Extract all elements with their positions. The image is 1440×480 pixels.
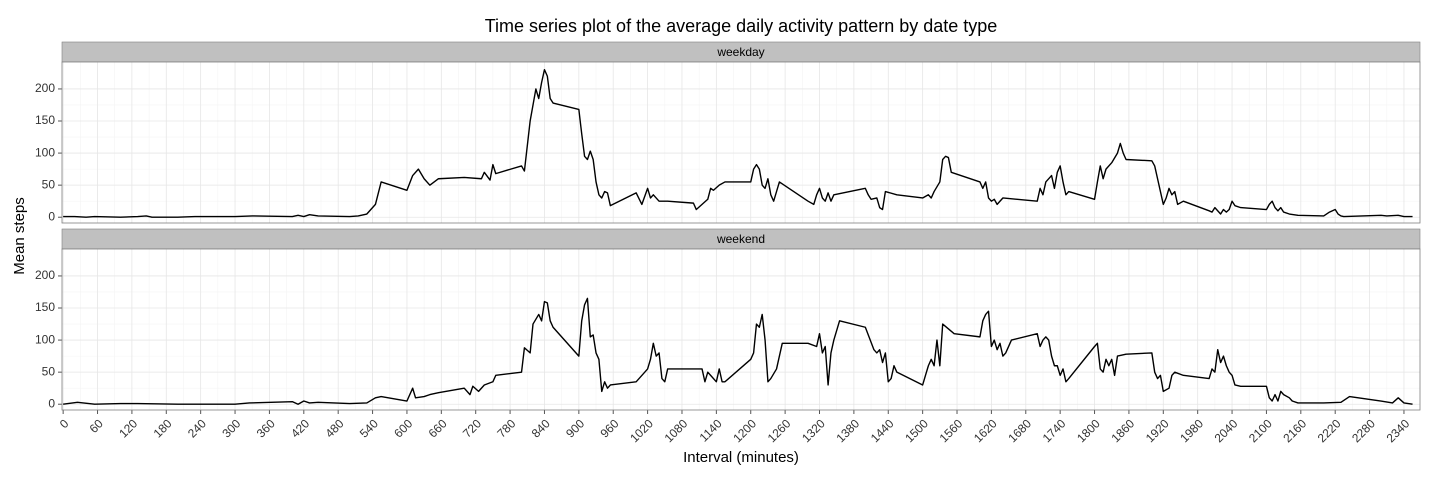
strip-label: weekday (716, 45, 764, 59)
y-tick-label: 0 (48, 209, 55, 223)
x-tick-label: 1320 (799, 416, 828, 445)
y-tick-label: 200 (35, 268, 55, 282)
x-tick-label: 300 (219, 416, 243, 440)
x-tick-label: 1740 (1040, 416, 1069, 445)
x-tick-label: 660 (426, 416, 450, 440)
x-tick-label: 1140 (697, 416, 725, 444)
x-tick-label: 720 (460, 416, 484, 440)
x-tick-label: 600 (391, 416, 415, 440)
x-tick-label: 1560 (937, 416, 966, 445)
y-tick-label: 50 (42, 364, 56, 378)
x-tick-label: 2040 (1212, 416, 1241, 445)
x-tick-label: 900 (563, 416, 587, 440)
x-tick-label: 2280 (1349, 416, 1378, 445)
strip-label: weekend (716, 232, 765, 246)
x-tick-label: 0 (57, 416, 72, 431)
x-tick-label: 2160 (1280, 416, 1309, 445)
x-tick-label: 1860 (1109, 416, 1138, 445)
x-tick-label: 1980 (1177, 416, 1206, 445)
x-tick-label: 1020 (627, 416, 656, 445)
panel-border (61, 248, 1421, 411)
x-tick-label: 1920 (1143, 416, 1172, 445)
x-tick-label: 1680 (1005, 416, 1034, 445)
data-line (63, 297, 1413, 405)
x-tick-label: 60 (87, 416, 107, 436)
y-tick-label: 100 (35, 332, 55, 346)
data-line (63, 69, 1413, 218)
x-tick-label: 1800 (1074, 416, 1103, 445)
x-tick-label: 1440 (868, 416, 897, 445)
x-tick-label: 420 (288, 416, 312, 440)
x-tick-label: 2220 (1315, 416, 1344, 445)
x-tick-label: 180 (151, 416, 175, 440)
x-tick-label: 1200 (730, 416, 759, 445)
x-tick-label: 480 (322, 416, 346, 440)
y-tick-label: 200 (35, 81, 55, 95)
panel-background (62, 62, 1420, 223)
x-tick-label: 780 (494, 416, 518, 440)
panel-border (61, 61, 1421, 224)
x-tick-label: 1500 (902, 416, 931, 445)
y-tick-label: 50 (42, 177, 56, 191)
y-axis-label: Mean steps (11, 197, 28, 275)
y-tick-label: 150 (35, 300, 55, 314)
x-tick-label: 120 (116, 416, 140, 440)
x-tick-label: 960 (598, 416, 622, 440)
x-tick-label: 2340 (1384, 416, 1413, 445)
x-tick-label: 540 (357, 416, 381, 440)
x-tick-label: 840 (529, 416, 553, 440)
y-tick-label: 150 (35, 113, 55, 127)
x-tick-label: 1380 (833, 416, 862, 445)
y-tick-label: 100 (35, 145, 55, 159)
x-tick-label: 360 (254, 416, 278, 440)
panel-background (62, 249, 1420, 410)
x-tick-label: 1260 (765, 416, 794, 445)
x-tick-label: 1080 (662, 416, 691, 445)
x-tick-label: 1620 (971, 416, 1000, 445)
y-tick-label: 0 (48, 396, 55, 410)
x-axis-label: Interval (minutes) (683, 449, 799, 466)
chart-title: Time series plot of the average daily ac… (485, 16, 998, 36)
x-tick-label: 240 (185, 416, 209, 440)
x-tick-label: 2100 (1246, 416, 1275, 445)
